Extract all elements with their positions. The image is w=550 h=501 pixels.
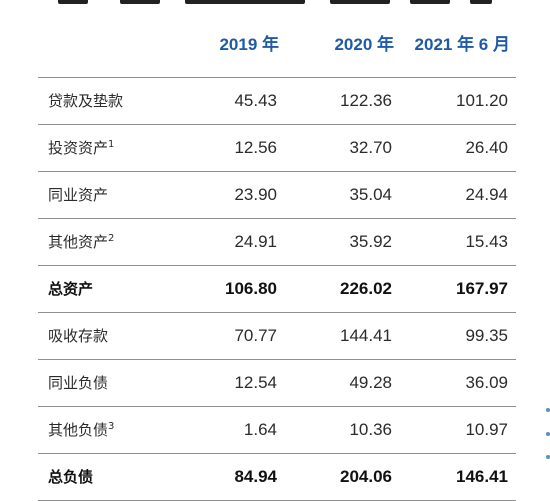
row-label: 总负债 — [38, 453, 172, 501]
value-cell: 36.09 — [400, 359, 516, 407]
row-label: 吸收存款 — [38, 312, 172, 360]
value-cell: 24.91 — [172, 218, 285, 266]
value-cell: 1.64 — [172, 406, 285, 454]
decorative-dot — [546, 455, 550, 459]
value-cell: 45.43 — [172, 77, 285, 125]
decorative-dot — [546, 408, 550, 412]
value-cell: 15.43 — [400, 218, 516, 266]
table-row: 同业资产 23.90 35.04 24.94 — [38, 171, 516, 219]
header-blank-cell — [38, 8, 172, 78]
header-2019: 2019 年 — [172, 8, 285, 78]
table-row: 投资资产1 12.56 32.70 26.40 — [38, 124, 516, 172]
row-label-text: 其他资产 — [48, 233, 109, 251]
value-cell: 70.77 — [172, 312, 285, 360]
value-cell: 144.41 — [285, 312, 400, 360]
value-cell: 12.56 — [172, 124, 285, 172]
value-cell: 204.06 — [285, 453, 400, 501]
row-label-text: 总负债 — [48, 468, 94, 486]
table-row: 吸收存款 70.77 144.41 99.35 — [38, 312, 516, 360]
table-row: 其他负债3 1.64 10.36 10.97 — [38, 406, 516, 454]
value-cell: 99.35 — [400, 312, 516, 360]
footnote-marker: 3 — [108, 421, 115, 432]
table-row: 同业负债 12.54 49.28 36.09 — [38, 359, 516, 407]
row-label-text: 吸收存款 — [48, 327, 109, 345]
row-label-text: 贷款及垫款 — [48, 92, 124, 110]
value-cell: 35.92 — [285, 218, 400, 266]
value-cell: 12.54 — [172, 359, 285, 407]
value-cell: 32.70 — [285, 124, 400, 172]
value-cell: 10.97 — [400, 406, 516, 454]
table-body: 贷款及垫款 45.43 122.36 101.20 投资资产1 12.56 32.70 26.… — [38, 77, 516, 501]
row-label-text: 其他负债 — [48, 421, 109, 439]
row-label: 其他负债3 — [38, 406, 172, 454]
header-2021-june: 2021 年 6 月 — [400, 8, 516, 78]
row-label: 总资产 — [38, 265, 172, 313]
value-cell: 84.94 — [172, 453, 285, 501]
row-label-text: 同业资产 — [48, 186, 109, 204]
row-label: 同业负债 — [38, 359, 172, 407]
header-2020: 2020 年 — [285, 8, 400, 78]
footnote-marker: 2 — [108, 233, 115, 244]
value-cell: 23.90 — [172, 171, 285, 219]
decorative-dot — [546, 432, 550, 436]
row-label: 投资资产1 — [38, 124, 172, 172]
footnote-marker: 1 — [108, 139, 115, 150]
row-label: 贷款及垫款 — [38, 77, 172, 125]
row-label: 其他资产2 — [38, 218, 172, 266]
value-cell: 24.94 — [400, 171, 516, 219]
table-row: 总负债 84.94 204.06 146.41 — [38, 453, 516, 501]
cropped-title-strip — [0, 0, 550, 8]
table-row: 其他资产2 24.91 35.92 15.43 — [38, 218, 516, 266]
value-cell: 146.41 — [400, 453, 516, 501]
value-cell: 10.36 — [285, 406, 400, 454]
row-label-text: 同业负债 — [48, 374, 109, 392]
value-cell: 122.36 — [285, 77, 400, 125]
row-label-text: 总资产 — [48, 280, 94, 298]
balance-sheet-table-container: 2019 年 2020 年 2021 年 6 月 贷款及垫款 45.43 122.3… — [38, 8, 516, 501]
value-cell: 49.28 — [285, 359, 400, 407]
table-row: 总资产 106.80 226.02 167.97 — [38, 265, 516, 313]
value-cell: 106.80 — [172, 265, 285, 313]
value-cell: 101.20 — [400, 77, 516, 125]
value-cell: 35.04 — [285, 171, 400, 219]
value-cell: 226.02 — [285, 265, 400, 313]
table-header-row: 2019 年 2020 年 2021 年 6 月 — [38, 8, 516, 78]
value-cell: 167.97 — [400, 265, 516, 313]
row-label: 同业资产 — [38, 171, 172, 219]
row-label-text: 投资资产 — [48, 139, 109, 157]
table-row: 贷款及垫款 45.43 122.36 101.20 — [38, 77, 516, 125]
balance-sheet-table: 2019 年 2020 年 2021 年 6 月 贷款及垫款 45.43 122.3… — [38, 8, 516, 501]
value-cell: 26.40 — [400, 124, 516, 172]
